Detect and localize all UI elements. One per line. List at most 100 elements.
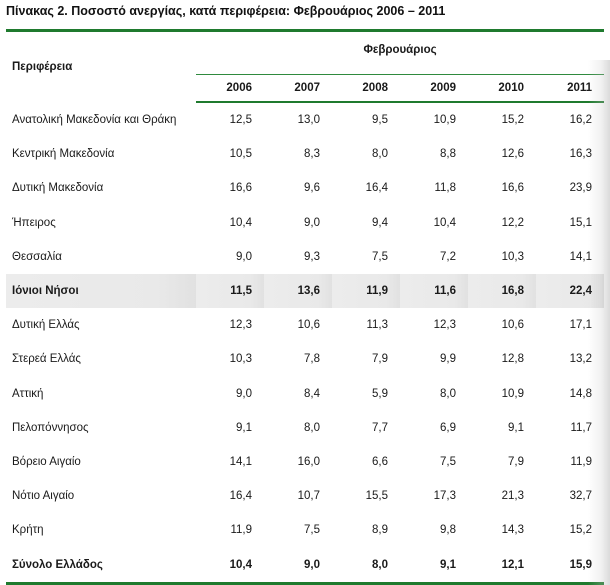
table-row: Στερεά Ελλάς 10,3 7,8 7,9 9,9 12,8 13,2 xyxy=(6,342,604,376)
region-name-cell: Βόρειο Αιγαίο xyxy=(12,455,81,468)
value-cell: 10,6 xyxy=(297,319,320,332)
value-cell: 12,2 xyxy=(501,216,524,229)
header-row-years: 2006 2007 2008 2009 2010 2011 xyxy=(6,74,605,103)
value-cell: 14,1 xyxy=(569,250,593,263)
value-cell: 9,9 xyxy=(440,353,456,366)
region-name-cell: Αττική xyxy=(12,387,44,400)
value-cell: 16,3 xyxy=(569,148,593,161)
value-cell: 7,5 xyxy=(440,455,456,468)
value-cell: 7,7 xyxy=(372,421,388,434)
value-cell: 11,3 xyxy=(366,319,388,332)
value-cell: 12,8 xyxy=(501,353,524,366)
value-cell: 6,6 xyxy=(372,455,388,468)
unemployment-table: Περιφέρεια Φεβρουάριος 2006 2007 2008 20… xyxy=(6,32,605,585)
value-cell: 16,4 xyxy=(229,490,252,503)
table-row: Θεσσαλία 9,0 9,3 7,5 7,2 10,3 14,1 xyxy=(6,240,604,274)
region-name-cell: Ιόνιοι Νήσοι xyxy=(6,273,196,309)
value-cell: 16,8 xyxy=(468,273,536,309)
value-cell: 16,6 xyxy=(229,182,252,195)
table-row: Πελοπόννησος 9,1 8,0 7,7 6,9 9,1 11,7 xyxy=(6,411,604,445)
region-name-cell: Σύνολο Ελλάδος xyxy=(6,547,196,585)
value-cell: 10,9 xyxy=(433,114,456,127)
year-header: 2006 xyxy=(196,74,264,103)
value-cell: 11,9 xyxy=(570,455,593,468)
header-row-group: Περιφέρεια Φεβρουάριος xyxy=(6,32,604,75)
value-cell: 9,4 xyxy=(372,216,388,229)
value-cell: 14,8 xyxy=(569,387,593,400)
value-cell: 10,3 xyxy=(501,250,524,263)
value-cell: 10,6 xyxy=(501,319,524,332)
value-cell: 12,3 xyxy=(229,319,252,332)
value-cell: 9,1 xyxy=(236,421,252,434)
value-cell: 17,1 xyxy=(569,319,593,332)
value-cell: 8,4 xyxy=(304,387,320,400)
value-cell: 9,1 xyxy=(400,547,468,585)
value-cell: 7,8 xyxy=(304,353,320,366)
value-cell: 9,5 xyxy=(372,114,388,127)
value-cell: 8,3 xyxy=(304,148,320,161)
value-cell: 17,3 xyxy=(433,490,456,503)
value-cell: 14,1 xyxy=(229,455,252,468)
table-title: Πίνακας 2. Ποσοστό ανεργίας, κατά περιφέ… xyxy=(6,4,446,18)
year-header: 2010 xyxy=(468,74,536,103)
value-cell: 8,0 xyxy=(332,547,400,585)
unemployment-table-container: Περιφέρεια Φεβρουάριος 2006 2007 2008 20… xyxy=(6,29,605,585)
month-group-header: Φεβρουάριος xyxy=(363,43,437,56)
table-row: Αττική 9,0 8,4 5,9 8,0 10,9 14,8 xyxy=(6,377,604,411)
region-name-cell: Κρήτη xyxy=(12,524,44,537)
value-cell: 7,5 xyxy=(304,524,320,537)
value-cell: 9,8 xyxy=(440,524,456,537)
table-row: Κεντρική Μακεδονία 10,5 8,3 8,0 8,8 12,6 16,3 xyxy=(6,137,604,171)
region-name-cell: Δυτική Ελλάς xyxy=(12,319,80,332)
value-cell: 15,5 xyxy=(365,490,388,503)
value-cell: 10,3 xyxy=(229,353,252,366)
region-name-cell: Ήπειρος xyxy=(12,216,56,229)
value-cell: 8,8 xyxy=(440,148,456,161)
table-row: Δυτική Ελλάς 12,3 10,6 11,3 12,3 10,6 17,1 xyxy=(6,308,604,342)
value-cell: 11,8 xyxy=(434,182,456,195)
value-cell: 11,5 xyxy=(196,273,264,309)
year-header: 2008 xyxy=(332,74,400,103)
value-cell: 8,0 xyxy=(304,421,320,434)
value-cell: 9,3 xyxy=(304,250,320,263)
value-cell: 12,3 xyxy=(433,319,456,332)
value-cell: 11,9 xyxy=(230,524,252,537)
value-cell: 10,4 xyxy=(196,547,264,585)
value-cell: 8,0 xyxy=(440,387,456,400)
table-row: Βόρειο Αιγαίο 14,1 16,0 6,6 7,5 7,9 11,9 xyxy=(6,445,604,479)
value-cell: 8,0 xyxy=(372,148,388,161)
region-name-cell: Νότιο Αιγαίο xyxy=(12,490,75,503)
value-cell: 11,9 xyxy=(332,273,400,309)
value-cell: 10,4 xyxy=(433,216,456,229)
value-cell: 9,6 xyxy=(304,182,320,195)
value-cell: 9,1 xyxy=(508,421,524,434)
value-cell: 21,3 xyxy=(501,490,524,503)
value-cell: 10,5 xyxy=(229,148,252,161)
total-row: Σύνολο Ελλάδος 10,4 9,0 8,0 9,1 12,1 15,9 xyxy=(6,547,605,585)
top-rule xyxy=(6,29,604,32)
table-row: Ανατολική Μακεδονία και Θράκη 12,5 13,0 9,5… xyxy=(6,102,604,137)
table-body: Περιφέρεια Φεβρουάριος 2006 2007 2008 20… xyxy=(6,32,605,585)
value-cell: 12,5 xyxy=(229,114,252,127)
value-cell: 13,6 xyxy=(264,273,332,309)
value-cell: 9,0 xyxy=(236,387,252,400)
value-cell: 32,7 xyxy=(569,490,593,503)
table-row: Κρήτη 11,9 7,5 8,9 9,8 14,3 15,2 xyxy=(6,513,604,547)
value-cell: 9,0 xyxy=(304,216,320,229)
table-row: Νότιο Αιγαίο 16,4 10,7 15,5 17,3 21,3 32,7 xyxy=(6,479,604,513)
region-name-cell: Θεσσαλία xyxy=(12,250,62,263)
year-header: 2007 xyxy=(264,74,332,103)
region-name-cell: Ανατολική Μακεδονία και Θράκη xyxy=(12,113,177,126)
value-cell: 16,4 xyxy=(365,182,388,195)
value-cell: 11,6 xyxy=(400,273,468,309)
value-cell: 14,3 xyxy=(501,524,524,537)
year-header: 2009 xyxy=(400,74,468,103)
value-cell: 7,5 xyxy=(372,250,388,263)
value-cell: 15,1 xyxy=(569,216,593,229)
value-cell: 7,9 xyxy=(372,353,388,366)
value-cell: 16,2 xyxy=(569,114,593,127)
value-cell: 5,9 xyxy=(372,387,388,400)
value-cell: 13,2 xyxy=(569,353,593,366)
table-row: Ήπειρος 10,4 9,0 9,4 10,4 12,2 15,1 xyxy=(6,206,604,240)
